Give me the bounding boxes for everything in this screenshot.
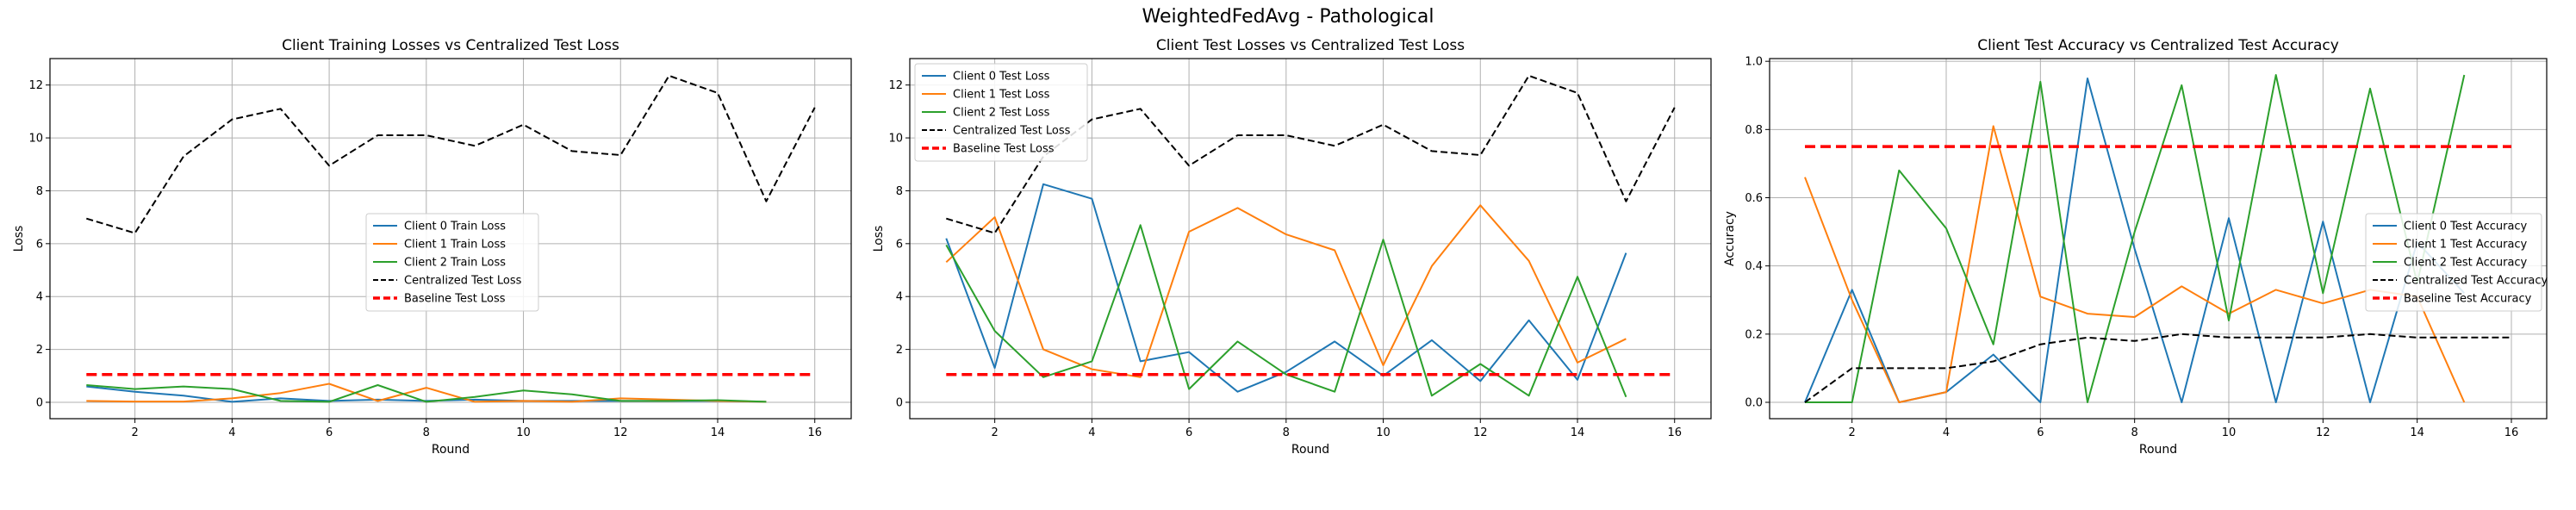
legend-box <box>365 213 539 312</box>
x-tick-label: 10 <box>2222 426 2237 439</box>
y-tick-label: 0.6 <box>1745 192 1763 205</box>
series-line-client-1-train-loss <box>86 382 767 403</box>
y-tick-label: 0 <box>36 396 43 409</box>
axes-frame <box>1769 58 2548 420</box>
x-tick-label: 8 <box>1283 426 1290 439</box>
series-line-client-1-test-accuracy <box>1804 125 2466 403</box>
x-axis-label: Round <box>1291 443 1329 457</box>
x-axis-label: Round <box>2139 443 2177 457</box>
x-tick-label: 12 <box>1473 426 1488 439</box>
x-tick-label: 6 <box>1185 426 1192 439</box>
x-tick-label: 12 <box>613 426 628 439</box>
x-tick-label: 14 <box>711 426 725 439</box>
y-tick-label: 12 <box>888 79 903 92</box>
y-tick-label: 1.0 <box>1745 56 1763 69</box>
legend-label: Client 1 Test Loss <box>953 89 1050 102</box>
x-tick-label: 2 <box>991 426 998 439</box>
x-tick-label: 2 <box>1849 426 1856 439</box>
axes-frame <box>49 58 852 420</box>
y-tick-label: 4 <box>896 291 903 304</box>
y-tick-label: 0.0 <box>1745 397 1763 410</box>
x-tick-label: 16 <box>1667 426 1682 439</box>
series-line-client-2-train-loss <box>86 384 767 403</box>
y-tick-label: 2 <box>896 344 903 357</box>
series-line-client-1-test-loss <box>945 204 1627 378</box>
panel-training-losses: 2 4 6 8 10 12 14 16 0 2 4 6 8 10 12 Client Training Los… <box>12 37 852 457</box>
y-tick-label: 4 <box>36 291 43 304</box>
x-tick-label: 4 <box>1943 426 1950 439</box>
x-tick-label: 6 <box>326 426 333 439</box>
legend-label: Client 2 Test Accuracy <box>2404 257 2528 270</box>
series-line-client-2-test-loss <box>945 224 1627 398</box>
x-axis-label: Round <box>432 443 470 457</box>
y-tick-label: 2 <box>36 344 43 357</box>
y-axis-label: Loss <box>872 226 886 252</box>
series-line-centralized-test-accuracy <box>1804 333 2511 403</box>
panel-title: Client Test Accuracy vs Centralized Test… <box>1977 37 2339 54</box>
panel-test-losses: 2 4 6 8 10 12 14 16 0 2 4 6 8 10 12 Client Test Losses … <box>872 37 1712 457</box>
legend: Client 0 Test Loss Client 1 Test Loss Clie… <box>914 63 1088 162</box>
x-tick-label: 6 <box>2037 426 2044 439</box>
x-tick-label: 14 <box>2410 426 2424 439</box>
x-tick-label: 16 <box>807 426 822 439</box>
legend: Client 0 Train Loss Client 1 Train Loss Cl… <box>365 213 539 312</box>
y-tick-label: 0.2 <box>1745 328 1763 341</box>
figure-suptitle: WeightedFedAvg - Pathological <box>1142 6 1434 28</box>
y-tick-label: 6 <box>36 238 43 251</box>
y-tick-label: 10 <box>888 133 903 146</box>
x-tick-label: 8 <box>2131 426 2138 439</box>
legend-box <box>914 63 1088 162</box>
x-tick-label: 4 <box>228 426 235 439</box>
y-tick-label: 10 <box>28 133 43 146</box>
panel-test-accuracy: 2 4 6 8 10 12 14 16 0.0 0.2 0.4 0.6 0.8 1.0 Client Tes… <box>1723 37 2548 457</box>
x-tick-label: 4 <box>1088 426 1095 439</box>
legend-label: Client 0 Test Accuracy <box>2404 221 2528 233</box>
series-line-centralized-test-loss <box>86 74 816 234</box>
x-tick-label: 12 <box>2316 426 2330 439</box>
legend-label: Client 0 Test Loss <box>953 71 1050 84</box>
y-axis-label: Loss <box>12 226 26 252</box>
x-tick-label: 16 <box>2504 426 2519 439</box>
axes-frame <box>909 58 1712 420</box>
legend-label: Client 2 Test Loss <box>953 107 1050 120</box>
legend-label: Client 1 Train Loss <box>404 239 506 252</box>
legend-label: Centralized Test Loss <box>953 125 1071 138</box>
y-tick-label: 12 <box>28 79 43 92</box>
legend-label: Baseline Test Loss <box>404 293 506 306</box>
legend-label: Centralized Test Loss <box>404 275 522 288</box>
y-tick-label: 0.4 <box>1745 260 1763 273</box>
legend-box <box>2365 213 2542 312</box>
x-tick-label: 10 <box>516 426 531 439</box>
legend-label: Client 1 Test Accuracy <box>2404 239 2528 252</box>
x-tick-label: 2 <box>131 426 138 439</box>
series-line-client-2-test-accuracy <box>1805 74 2466 403</box>
y-tick-label: 8 <box>36 185 43 198</box>
legend-label: Client 2 Train Loss <box>404 257 506 270</box>
y-axis-label: Accuracy <box>1723 211 1737 266</box>
legend-label: Centralized Test Accuracy <box>2404 275 2548 288</box>
y-tick-label: 8 <box>896 185 903 198</box>
y-tick-label: 0.8 <box>1745 124 1763 137</box>
series-line-client-0-test-loss <box>945 183 1627 393</box>
panel-title: Client Test Losses vs Centralized Test L… <box>1156 37 1465 54</box>
legend-label: Baseline Test Loss <box>953 143 1055 156</box>
x-tick-label: 14 <box>1571 426 1585 439</box>
y-tick-label: 0 <box>896 396 903 409</box>
panel-title: Client Training Losses vs Centralized Te… <box>282 37 619 54</box>
legend-label: Baseline Test Accuracy <box>2404 293 2532 306</box>
x-tick-label: 10 <box>1376 426 1391 439</box>
x-tick-label: 8 <box>423 426 430 439</box>
y-tick-label: 6 <box>896 238 903 251</box>
legend: Client 0 Test Accuracy Client 1 Test Accu… <box>2365 213 2548 312</box>
legend-label: Client 0 Train Loss <box>404 221 506 233</box>
